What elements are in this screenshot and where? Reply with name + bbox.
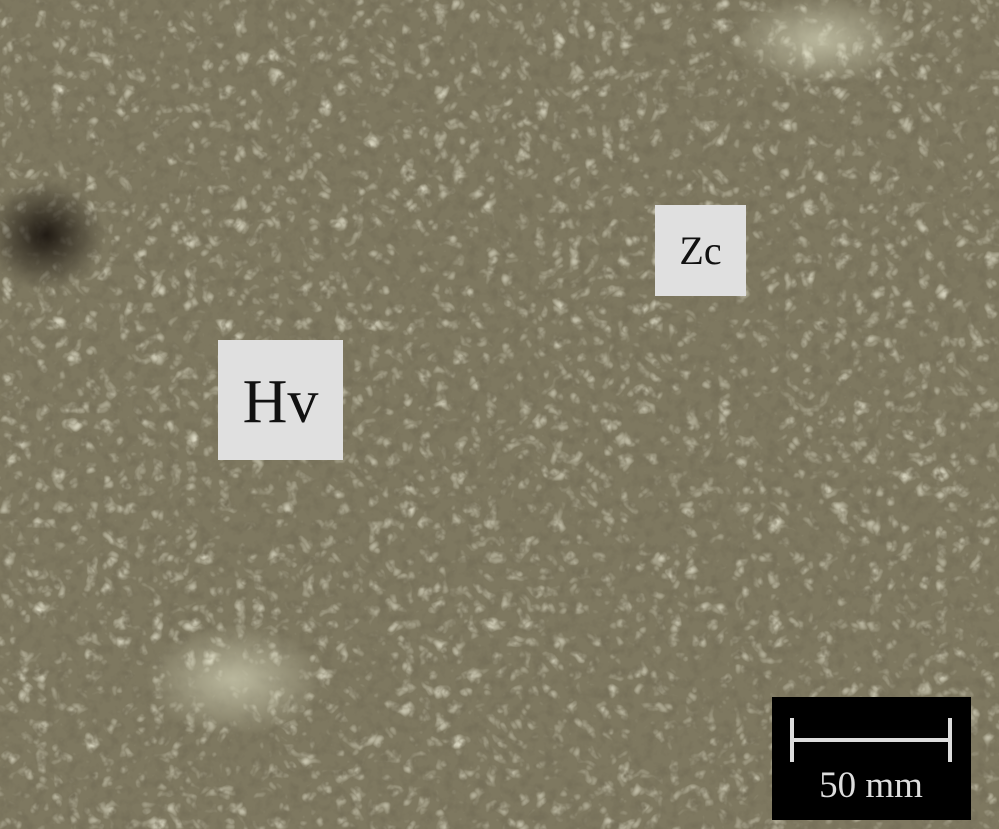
dark-spot	[0, 180, 105, 290]
scale-bar-box	[772, 697, 971, 820]
light-area	[145, 625, 325, 735]
label: Zc	[679, 228, 721, 273]
label-box	[655, 205, 746, 296]
label-box	[218, 340, 343, 460]
label: Hv	[243, 368, 319, 436]
scale-bar-label: 50 mm	[819, 765, 923, 806]
light-area	[730, 0, 910, 85]
